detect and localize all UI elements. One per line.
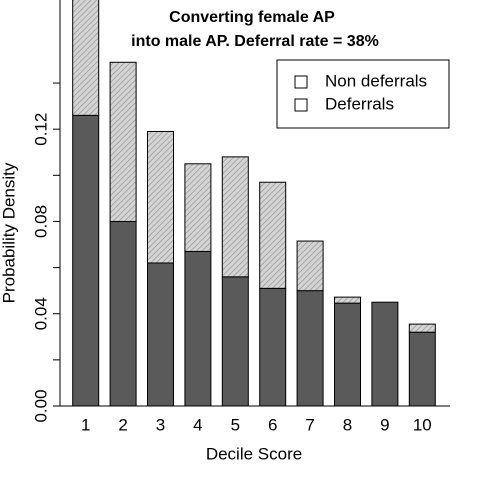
x-tick-label: 8 xyxy=(343,415,352,434)
y-tick-label: 0.00 xyxy=(31,389,50,422)
y-tick-label: 0.12 xyxy=(31,113,50,146)
legend-box xyxy=(276,59,450,129)
bar-segment xyxy=(184,250,212,407)
bar-segment xyxy=(408,323,436,333)
bar-segment xyxy=(221,276,249,407)
legend-swatch xyxy=(294,75,308,89)
y-tick-label: 0.04 xyxy=(31,297,50,330)
bar-segment xyxy=(371,301,399,407)
bar-segment xyxy=(147,130,174,264)
x-tick-label: 3 xyxy=(156,415,165,434)
bar-segment xyxy=(408,331,436,407)
x-tick-label: 5 xyxy=(231,415,240,434)
x-tick-label: 4 xyxy=(193,415,202,434)
chart-title: into male AP. Deferral rate = 38% xyxy=(131,33,379,50)
y-axis-label: Probability Density xyxy=(0,162,18,303)
bar-segment xyxy=(184,163,212,252)
x-axis-label: Decile Score xyxy=(206,444,302,463)
y-tick-label: 0.08 xyxy=(31,205,50,238)
x-tick-label: 1 xyxy=(81,415,90,434)
bar-segment xyxy=(72,114,100,407)
legend-label: Non deferrals xyxy=(325,71,427,90)
bar-segment xyxy=(109,220,137,407)
legend-swatch xyxy=(294,98,308,112)
bar-segment xyxy=(259,181,287,289)
x-tick-label: 9 xyxy=(380,415,389,434)
chart-title: Converting female AP xyxy=(169,9,335,26)
legend-label: Deferrals xyxy=(325,94,394,113)
bar-segment xyxy=(296,240,324,292)
x-tick-label: 7 xyxy=(305,415,314,434)
bar-segment xyxy=(221,156,249,278)
x-tick-label: 6 xyxy=(268,415,277,434)
x-tick-label: 2 xyxy=(118,415,127,434)
bar-segment xyxy=(72,0,100,116)
bar-segment xyxy=(334,302,361,407)
bar-segment xyxy=(147,262,174,407)
bar-segment xyxy=(334,296,361,304)
bar-segment xyxy=(259,287,287,407)
bar-segment xyxy=(296,290,324,407)
bar-segment xyxy=(109,61,137,222)
x-tick-label: 10 xyxy=(413,415,432,434)
